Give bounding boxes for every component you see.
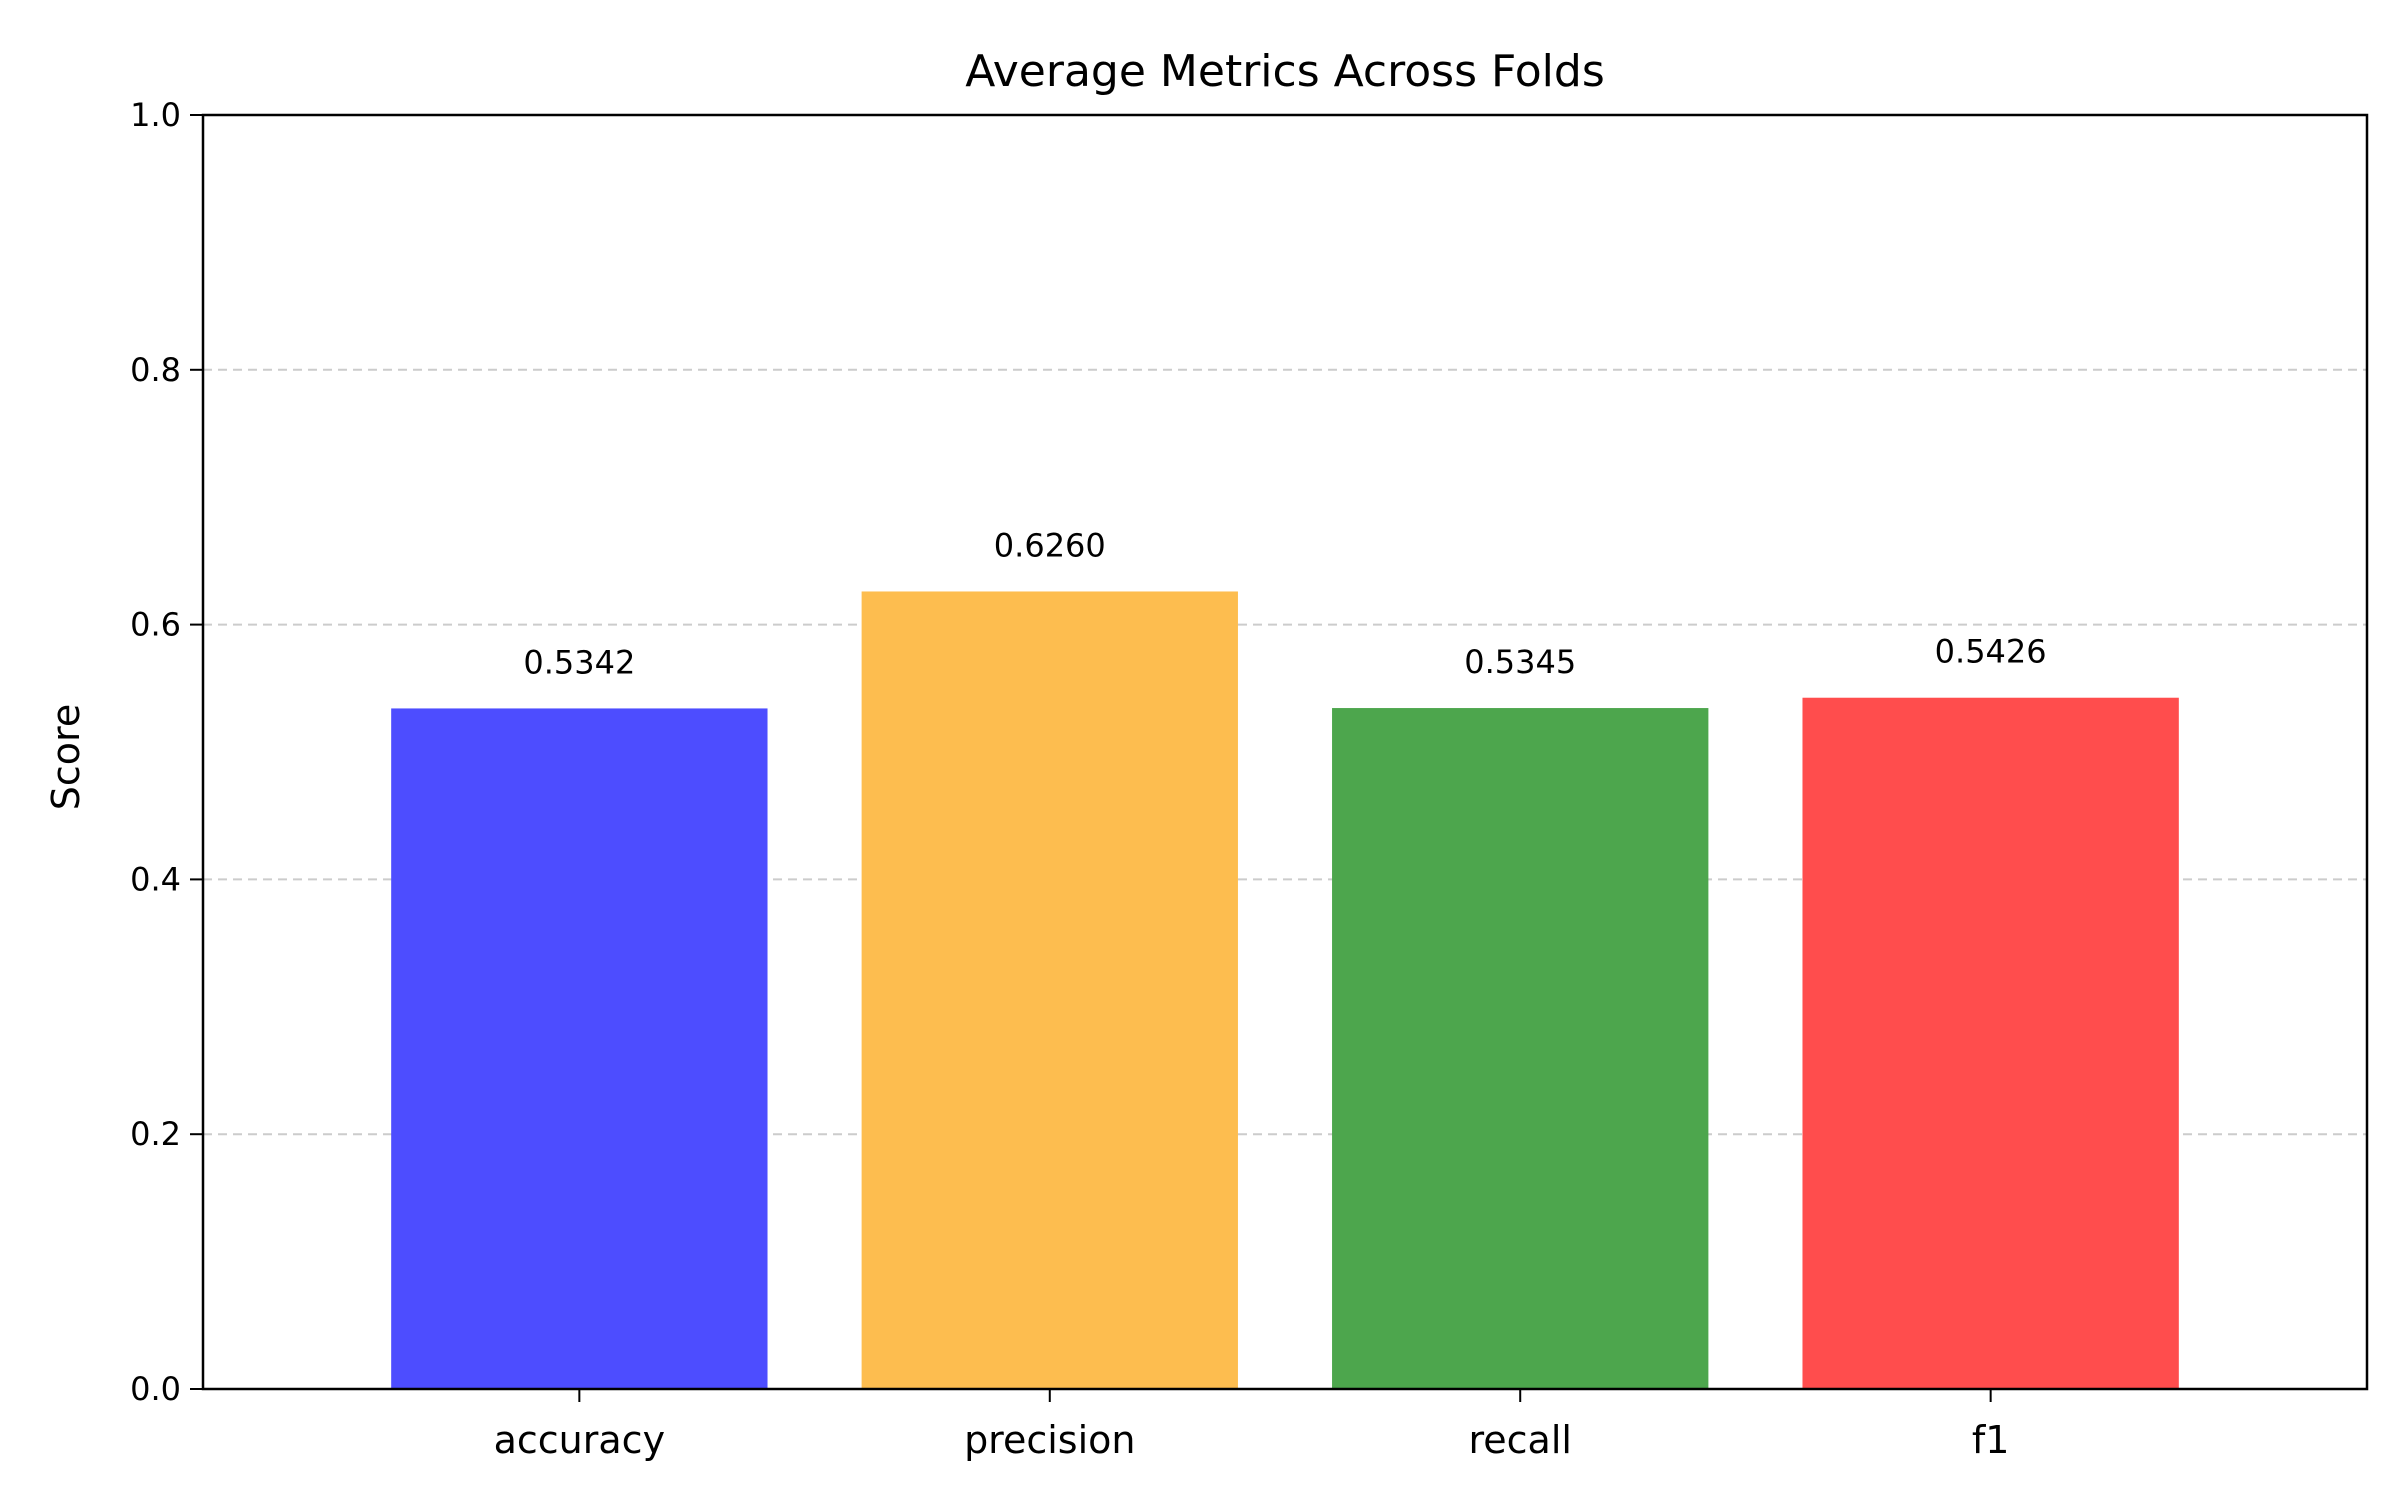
y-tick-label: 0.4 [130, 860, 181, 898]
value-label-recall: 0.5345 [1464, 643, 1576, 681]
value-labels-layer: 0.5342 0.6260 0.5345 0.5426 [523, 526, 2046, 681]
plot-frame [201, 113, 2369, 1391]
y-tick-label: 0.6 [130, 606, 181, 644]
y-tick-label: 0.8 [130, 351, 181, 389]
bars-layer [391, 591, 2179, 1389]
value-label-precision: 0.6260 [994, 526, 1106, 564]
bar-f1 [1802, 697, 2179, 1389]
axes-layer: 0.0 0.2 0.4 0.6 0.8 1.0 accuracy precision recal… [130, 96, 2369, 1462]
value-label-accuracy: 0.5342 [523, 643, 635, 681]
y-tick-label: 0.0 [130, 1370, 181, 1408]
x-tick-label-precision: precision [964, 1418, 1135, 1462]
x-tick-label-accuracy: accuracy [494, 1418, 665, 1462]
x-tick-label-recall: recall [1468, 1418, 1571, 1462]
value-label-f1: 0.5426 [1935, 633, 2047, 671]
bar-recall [1332, 708, 1709, 1389]
y-axis-label: Score [44, 704, 88, 810]
y-tick-label: 0.2 [130, 1115, 181, 1153]
bar-accuracy [391, 708, 768, 1389]
bar-precision [861, 591, 1238, 1389]
y-tick-label: 1.0 [130, 96, 181, 134]
chart-title: Average Metrics Across Folds [965, 46, 1605, 97]
x-tick-label-f1: f1 [1972, 1418, 2010, 1462]
